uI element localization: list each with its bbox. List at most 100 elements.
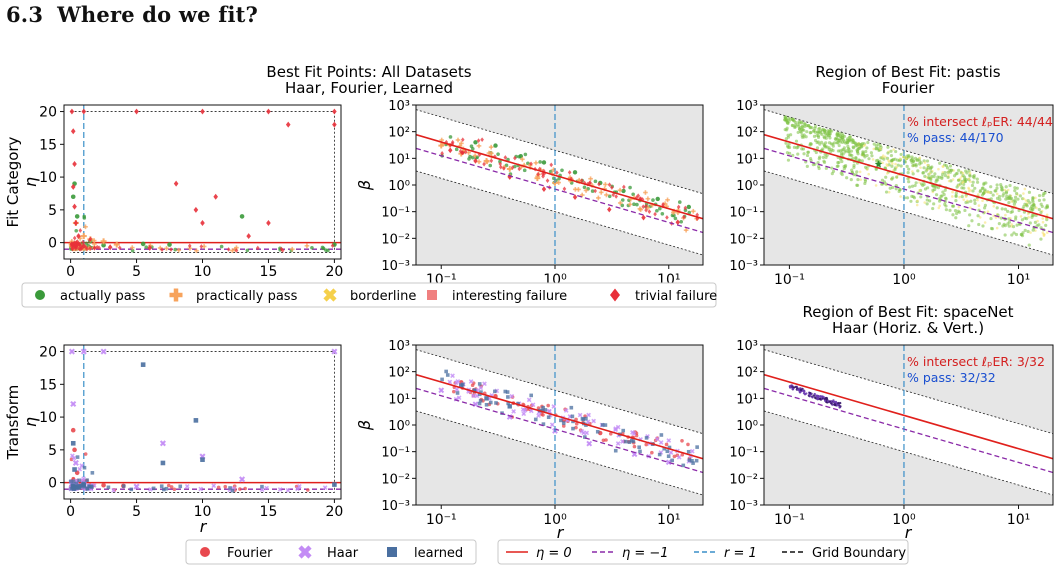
- data-point: [198, 486, 204, 492]
- data-point: [951, 178, 955, 181]
- data-point: [477, 382, 482, 386]
- y-tick-label: 10¹: [388, 392, 410, 407]
- data-point: [884, 190, 889, 194]
- series-trivial-failure: [69, 108, 337, 253]
- data-point: [786, 133, 790, 137]
- data-point: [811, 396, 814, 399]
- data-point: [526, 161, 530, 166]
- y-tick-label: 10⁻¹: [381, 446, 410, 461]
- data-point: [476, 159, 482, 165]
- legend-marker: [200, 547, 210, 557]
- data-point: [989, 216, 993, 221]
- data-point: [580, 417, 585, 421]
- data-point: [522, 168, 527, 173]
- data-point: [598, 190, 604, 195]
- data-point: [676, 204, 681, 210]
- data-point: [216, 485, 221, 490]
- data-point: [846, 150, 851, 154]
- legend-item-Fourier: Fourier: [200, 546, 273, 561]
- data-point: [591, 418, 597, 424]
- data-point: [967, 224, 971, 228]
- data-point: [801, 125, 805, 129]
- data-point: [967, 189, 971, 193]
- data-point: [1046, 231, 1049, 234]
- data-point: [167, 242, 172, 247]
- data-point: [973, 201, 977, 206]
- data-point: [83, 224, 88, 230]
- data-point: [470, 146, 475, 151]
- data-point: [870, 154, 874, 158]
- data-point: [911, 159, 915, 163]
- data-point: [509, 393, 515, 399]
- data-point: [874, 144, 878, 148]
- data-point: [1004, 190, 1009, 194]
- data-point: [549, 162, 554, 168]
- data-point: [530, 402, 536, 408]
- data-point: [456, 395, 462, 401]
- data-point: [968, 171, 972, 175]
- data-point: [266, 108, 271, 115]
- y-tick-label: 10⁰: [388, 179, 410, 194]
- y-tick-label: 10⁻¹: [729, 206, 758, 221]
- legend-marker: [169, 288, 183, 302]
- data-point: [559, 418, 563, 423]
- data-point: [211, 483, 217, 489]
- data-point: [998, 197, 1002, 202]
- data-point: [814, 150, 818, 155]
- data-point: [330, 243, 335, 248]
- data-point: [521, 411, 527, 417]
- data-point: [593, 179, 598, 184]
- data-point: [482, 381, 487, 387]
- data-point: [811, 129, 816, 133]
- data-point: [824, 166, 828, 170]
- data-point: [166, 483, 171, 488]
- data-point: [874, 184, 878, 187]
- data-point: [820, 128, 825, 132]
- y-tick-label: 20: [39, 345, 57, 361]
- y-tick-label: 10⁻³: [729, 499, 758, 514]
- data-point: [546, 403, 550, 408]
- data-point: [440, 377, 444, 382]
- data-point: [72, 486, 76, 490]
- data-point: [809, 142, 813, 146]
- legend-label: learned: [414, 546, 463, 561]
- data-point: [574, 421, 579, 426]
- data-point: [68, 348, 75, 355]
- x-tick-label: 10¹: [1007, 272, 1030, 288]
- data-point: [219, 244, 224, 249]
- data-point: [999, 216, 1003, 220]
- data-point: [234, 248, 239, 253]
- data-point: [886, 145, 890, 149]
- data-point: [173, 247, 178, 252]
- data-point: [831, 169, 836, 173]
- series-learned: [68, 362, 337, 493]
- data-point: [440, 150, 444, 156]
- eta-zero-line: [764, 373, 1053, 460]
- data-point: [621, 428, 626, 433]
- data-point: [81, 239, 85, 245]
- data-point: [1034, 196, 1037, 200]
- data-point: [666, 438, 672, 443]
- region-cloud: [783, 115, 1050, 247]
- data-point: [563, 408, 569, 413]
- data-point: [808, 393, 811, 396]
- data-point: [322, 485, 328, 490]
- pastis-intersect-annotation: % intersect ℓₚER: 44/44: [907, 114, 1053, 129]
- data-point: [680, 452, 685, 457]
- data-point: [1045, 205, 1049, 209]
- y-tick-label: 10³: [388, 339, 410, 354]
- data-point: [785, 151, 790, 155]
- legend-item-borderline: borderline: [323, 288, 416, 304]
- data-point: [895, 158, 900, 162]
- data-point: [683, 208, 688, 213]
- data-point: [1024, 199, 1028, 202]
- legend-item-Haar: Haar: [298, 545, 359, 561]
- data-point: [797, 120, 801, 124]
- data-point: [627, 202, 633, 207]
- data-point: [88, 236, 93, 242]
- data-point: [994, 189, 998, 193]
- data-point: [798, 127, 802, 131]
- data-point: [933, 172, 937, 176]
- data-point: [981, 224, 985, 228]
- data-point: [805, 153, 810, 158]
